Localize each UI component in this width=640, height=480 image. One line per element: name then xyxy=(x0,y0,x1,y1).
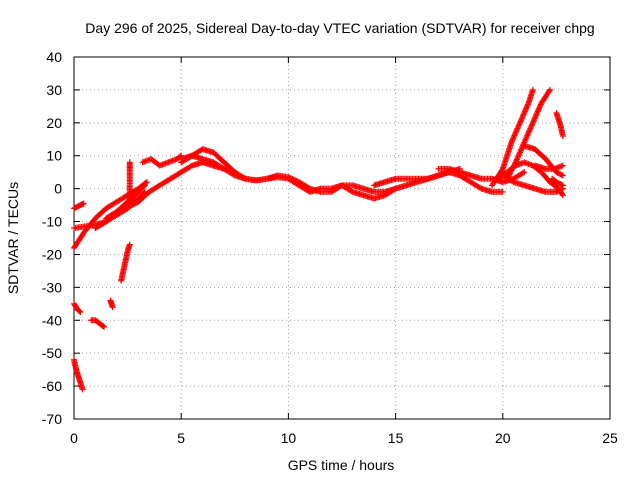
data-marks xyxy=(71,86,566,393)
data-point xyxy=(143,179,150,186)
data-point xyxy=(499,188,506,195)
grid-lines xyxy=(74,57,610,419)
series-arc-x xyxy=(71,356,86,393)
data-point xyxy=(559,132,566,139)
data-point xyxy=(140,183,147,190)
series-arc-q xyxy=(504,86,553,182)
series-arc-a xyxy=(71,200,87,212)
data-point xyxy=(521,169,528,176)
plot-frame xyxy=(73,56,611,420)
y-tick-label: 10 xyxy=(46,148,62,164)
series-arc-t xyxy=(531,162,566,172)
x-tick-label: 5 xyxy=(177,430,185,446)
series-arc-i xyxy=(178,152,313,192)
data-point xyxy=(558,181,565,188)
series-arc-k xyxy=(199,159,238,176)
data-point xyxy=(519,170,526,177)
y-tick-label: -30 xyxy=(42,279,62,295)
x-axis-label: GPS time / hours xyxy=(288,457,395,473)
data-point xyxy=(231,169,238,176)
data-point xyxy=(509,178,516,185)
data-point xyxy=(101,323,108,330)
series-arc-g xyxy=(126,159,133,205)
series-arc-u xyxy=(553,109,566,139)
data-point xyxy=(80,200,87,207)
series-arc-s xyxy=(521,142,566,179)
data-point xyxy=(511,160,518,167)
data-point xyxy=(79,386,86,393)
series-arc-m xyxy=(371,169,506,195)
data-point xyxy=(559,162,566,169)
series-arc-d xyxy=(92,182,148,232)
data-point xyxy=(559,182,566,189)
y-tick-label: -20 xyxy=(42,246,62,262)
data-point xyxy=(558,171,565,178)
data-point xyxy=(241,174,248,181)
data-point xyxy=(348,188,355,195)
data-point xyxy=(546,88,553,95)
series-arc-w xyxy=(71,300,84,316)
x-tick-label: 15 xyxy=(388,430,404,446)
series-arc-z xyxy=(107,297,116,311)
series-arc-y xyxy=(88,317,108,330)
y-tick-label: -70 xyxy=(42,411,62,427)
series-arc-o xyxy=(489,86,536,189)
data-point xyxy=(99,323,106,330)
data-point xyxy=(477,184,484,191)
series-arc-v xyxy=(549,175,566,189)
axis-ticks: 0 5 10 15 20 25 -70 -60 -50 -40 -30 -20 -10 0 10 20 30 40 xyxy=(42,49,618,446)
series-arc-f xyxy=(122,159,206,212)
data-point xyxy=(126,159,133,166)
data-point xyxy=(529,86,536,93)
y-tick-label: 0 xyxy=(54,181,62,197)
data-point xyxy=(187,163,194,170)
y-tick-label: 40 xyxy=(46,49,62,65)
data-point xyxy=(337,183,344,190)
data-point xyxy=(77,309,84,316)
series-arc-c xyxy=(71,179,150,251)
data-point xyxy=(141,182,148,189)
x-tick-label: 0 xyxy=(70,430,78,446)
data-point xyxy=(559,172,566,179)
y-tick-label: 20 xyxy=(46,115,62,131)
series-arc-r xyxy=(499,172,566,195)
y-axis-label: SDTVAR / TECUs xyxy=(5,182,21,294)
data-point xyxy=(76,308,83,315)
y-tick-label: -60 xyxy=(42,378,62,394)
series-arc-h xyxy=(139,152,185,169)
data-point xyxy=(546,86,553,93)
y-tick-label: -50 xyxy=(42,345,62,361)
data-point xyxy=(559,192,566,199)
data-point xyxy=(126,241,133,248)
y-tick-label: 30 xyxy=(46,82,62,98)
x-tick-label: 10 xyxy=(281,430,297,446)
chart-title: Day 296 of 2025, Sidereal Day-to-day VTE… xyxy=(85,20,594,36)
y-tick-label: -40 xyxy=(42,312,62,328)
series-arc-aa xyxy=(118,241,133,284)
y-tick-label: -10 xyxy=(42,214,62,230)
data-point xyxy=(498,167,505,174)
data-point xyxy=(109,304,116,311)
x-tick-label: 25 xyxy=(602,430,618,446)
x-tick-label: 20 xyxy=(495,430,511,446)
